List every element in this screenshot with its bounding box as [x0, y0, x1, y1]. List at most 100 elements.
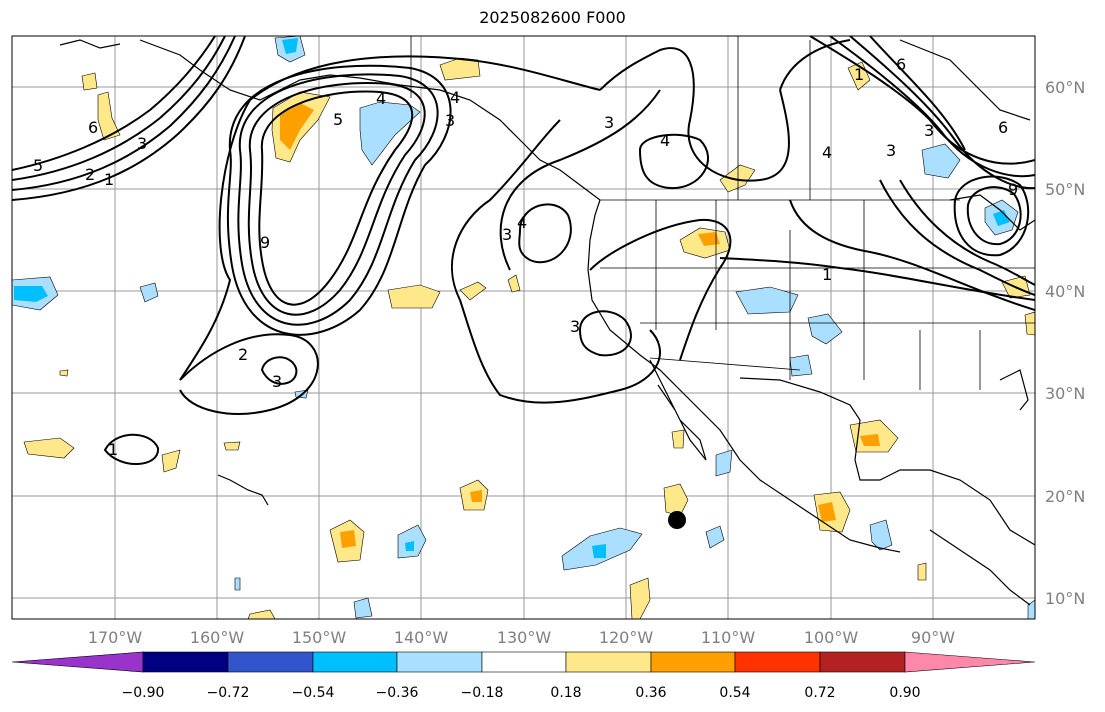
contour-line — [599, 47, 790, 182]
storm-marker — [668, 511, 686, 529]
colorbar-tick-label: 0.54 — [719, 685, 750, 701]
contour-line — [779, 39, 851, 91]
colorbar-segment — [396, 651, 483, 673]
contour-ring — [258, 90, 414, 306]
contour-line — [899, 179, 1035, 286]
lat-label: 50°N — [1045, 180, 1085, 199]
negative-core — [592, 544, 606, 558]
contour-line — [451, 119, 561, 301]
contour-ring — [638, 133, 710, 190]
negative-anomaly — [359, 101, 421, 166]
contour-ring — [226, 64, 452, 336]
anomaly-fills — [12, 36, 1035, 619]
contour-line — [499, 89, 661, 271]
gulf-coast — [739, 377, 1035, 546]
contour-ring — [247, 82, 426, 316]
positive-core — [860, 434, 880, 446]
map-title: 2025082600 F000 — [479, 8, 626, 27]
positive-anomaly — [671, 429, 685, 449]
contour-line — [789, 199, 1035, 311]
colorbar-segment — [650, 651, 736, 673]
lat-label: 20°N — [1045, 487, 1085, 506]
contour-ring — [578, 310, 632, 357]
contour-ring — [103, 433, 160, 465]
colorbar-tick-label: 0.72 — [804, 685, 835, 701]
positive-anomaly — [507, 274, 521, 293]
contour-label: 3 — [886, 141, 896, 160]
negative-anomaly — [735, 286, 799, 315]
negative-core — [282, 38, 298, 54]
contour-line — [179, 55, 601, 381]
positive-anomaly — [59, 369, 69, 377]
lat-label: 10°N — [1045, 589, 1085, 608]
negative-anomaly — [705, 525, 725, 549]
negative-anomaly — [1027, 599, 1035, 619]
lon-label: 100°W — [804, 628, 859, 647]
contour-label: 4 — [517, 213, 527, 232]
colorbar-segment — [565, 651, 652, 673]
negative-anomaly — [807, 313, 843, 345]
map-area: 6 5 4 3 2 1 5 4 3 9 3 3 4 3 4 3 4 6 6 9 … — [12, 36, 1035, 619]
contour-line — [12, 36, 216, 171]
colorbar-extend-min — [11, 651, 144, 673]
lat-label: 60°N — [1045, 78, 1085, 97]
negative-anomaly — [715, 449, 733, 477]
contour-label: 2 — [85, 165, 95, 184]
latitude-labels: 60°N 50°N 40°N 30°N 20°N 10°N — [1045, 78, 1085, 608]
contour-line — [12, 36, 226, 181]
contour-line — [719, 257, 1035, 301]
colorbar-ticks: −0.90 −0.72 −0.54 −0.36 −0.18 0.18 0.36 … — [122, 685, 921, 701]
colorbar-segment — [142, 651, 229, 673]
contour-label: 3 — [604, 113, 614, 132]
contour-label: 5 — [333, 110, 343, 129]
contour-label: 3 — [924, 121, 934, 140]
us-mexico-border — [649, 357, 801, 371]
positive-anomaly — [23, 437, 75, 459]
contour-line — [829, 36, 1035, 178]
lon-label: 150°W — [292, 628, 347, 647]
lon-label: 170°W — [88, 628, 143, 647]
colorbar-tick-label: −0.72 — [207, 685, 250, 701]
positive-core — [698, 232, 720, 246]
colorbar-segment — [227, 651, 314, 673]
contour-label: 6 — [998, 118, 1008, 137]
contour-label: 9 — [260, 233, 270, 252]
colorbar-segment — [481, 651, 567, 673]
contour-line — [879, 179, 1035, 296]
contour-label: 1 — [104, 170, 114, 189]
contour-label: 4 — [376, 89, 386, 108]
contour-ring — [966, 186, 1022, 246]
hawaii-islands — [217, 474, 269, 506]
positive-anomaly — [223, 441, 241, 451]
positive-anomaly — [917, 562, 927, 581]
positive-core — [280, 103, 314, 150]
positive-anomaly — [387, 284, 441, 309]
colorbar — [11, 651, 1036, 673]
negative-core — [405, 541, 414, 551]
contour-ring — [260, 356, 298, 385]
central-america — [929, 529, 1031, 606]
colorbar-tick-label: −0.54 — [292, 685, 335, 701]
lon-label: 130°W — [497, 628, 552, 647]
colorbar-tick-label: 0.90 — [889, 685, 920, 701]
contour-line — [589, 218, 732, 361]
positive-anomaly — [97, 91, 121, 141]
great-lakes — [949, 194, 1035, 231]
florida — [999, 369, 1029, 411]
contour-label: 1 — [854, 65, 864, 84]
lon-label: 110°W — [701, 628, 756, 647]
positive-core — [818, 502, 836, 522]
positive-anomaly — [81, 72, 98, 91]
colorbar-tick-label: 0.18 — [550, 685, 581, 701]
hudson-bay — [899, 39, 1031, 121]
lat-label: 40°N — [1045, 282, 1085, 301]
contour-labels: 6 5 4 3 2 1 5 4 3 9 3 3 4 3 4 3 4 6 6 9 … — [33, 55, 1018, 459]
positive-anomaly — [247, 609, 276, 619]
colorbar-segment — [734, 651, 821, 673]
positive-anomaly — [459, 281, 487, 301]
positive-anomaly — [719, 164, 756, 193]
negative-anomaly — [234, 577, 241, 591]
negative-anomaly — [139, 282, 159, 303]
contour-label: 1 — [822, 265, 832, 284]
lon-label: 160°W — [190, 628, 245, 647]
